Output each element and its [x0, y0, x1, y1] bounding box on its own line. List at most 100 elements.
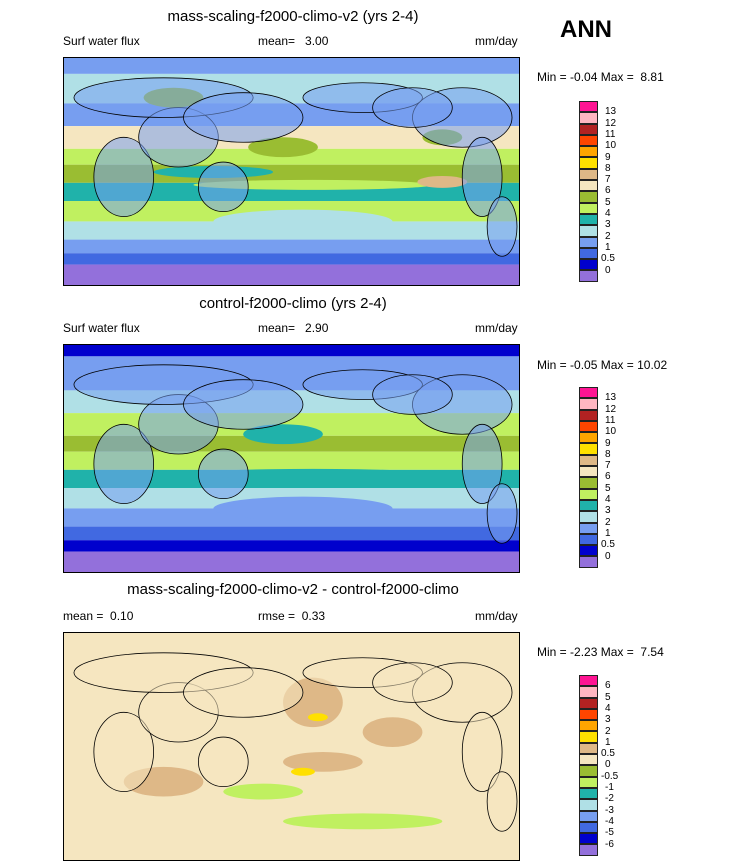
panel-2-colorbar — [579, 387, 598, 568]
colorbar-label: 4 — [605, 494, 611, 505]
continent-outline — [183, 379, 304, 430]
colorbar-label: -6 — [605, 838, 614, 850]
field-band — [64, 264, 519, 285]
field-patch — [283, 813, 443, 830]
colorbar-label: 8 — [605, 448, 611, 460]
continent-outline — [183, 92, 304, 143]
colorbar-label: -2 — [605, 793, 614, 805]
colorbar-label: -0.5 — [601, 770, 619, 782]
continent-outline — [93, 423, 155, 504]
colorbar-label: 12 — [605, 403, 617, 415]
field-patch — [223, 783, 303, 800]
season-label: ANN — [560, 16, 612, 43]
colorbar-swatch — [579, 432, 598, 444]
colorbar-swatch — [579, 180, 598, 192]
continent-outline — [461, 136, 503, 217]
panel-3-minmax: Min = -2.23 Max = 7.54 — [537, 645, 664, 659]
field-band — [64, 551, 519, 572]
field-patch — [248, 137, 318, 158]
field-band — [64, 239, 519, 254]
field-patch — [417, 175, 468, 188]
continent-outline — [93, 136, 155, 217]
continent-outline — [461, 423, 503, 504]
colorbar-label: 0.5 — [601, 539, 615, 551]
colorbar-swatch — [579, 168, 598, 181]
colorbar-label: 11 — [605, 128, 616, 140]
colorbar-label: -5 — [605, 827, 614, 839]
colorbar-label: 10 — [605, 140, 617, 152]
colorbar-swatch — [579, 191, 598, 203]
continent-outline — [486, 483, 518, 544]
colorbar-label: 3 — [605, 714, 611, 726]
field-patch — [291, 767, 315, 776]
colorbar-swatch — [579, 522, 598, 534]
colorbar-swatch — [579, 443, 598, 455]
colorbar-swatch — [579, 387, 598, 399]
continent-outline — [486, 196, 518, 257]
colorbar-swatch — [579, 398, 598, 410]
panel-2-map — [63, 344, 520, 573]
colorbar-swatch — [579, 754, 598, 766]
field-patch — [283, 751, 363, 772]
mean-value: 3.00 — [305, 34, 329, 48]
colorbar-label: 0 — [605, 550, 611, 562]
colorbar-swatch — [579, 499, 598, 512]
field-patch — [362, 717, 423, 747]
panel-1-variable: Surf water flux — [63, 34, 140, 48]
panel-2-minmax: Min = -0.05 Max = 10.02 — [537, 358, 668, 372]
colorbar-swatch — [579, 675, 598, 687]
mean-value: 2.90 — [305, 321, 329, 335]
colorbar-swatch — [579, 511, 598, 523]
colorbar-swatch — [579, 697, 598, 709]
colorbar-label: 3 — [605, 505, 611, 517]
colorbar-swatch — [579, 134, 598, 147]
continent-outline — [372, 87, 453, 128]
colorbar-label: 2 — [605, 230, 611, 242]
colorbar-swatch — [579, 810, 598, 822]
continent-outline — [198, 448, 249, 500]
colorbar-swatch — [579, 742, 598, 755]
colorbar-swatch — [579, 454, 598, 467]
colorbar-label: -1 — [605, 782, 614, 793]
colorbar-label: 4 — [605, 702, 611, 714]
colorbar-label: 6 — [605, 471, 611, 483]
colorbar-label: 4 — [605, 208, 611, 219]
field-patch — [193, 179, 433, 190]
colorbar-swatch — [579, 112, 598, 124]
colorbar-swatch — [579, 236, 598, 248]
colorbar-swatch — [579, 545, 598, 557]
colorbar-label: 6 — [605, 680, 611, 692]
colorbar-swatch — [579, 776, 598, 788]
colorbar-label: 2 — [605, 516, 611, 528]
colorbar-swatch — [579, 720, 598, 732]
panel-3-rmse: rmse = 0.33 — [258, 609, 326, 623]
colorbar-swatch — [579, 686, 598, 698]
colorbar-label: 1 — [605, 241, 611, 253]
colorbar-swatch — [579, 488, 598, 500]
colorbar-label: -3 — [605, 804, 614, 816]
colorbar-swatch — [579, 708, 598, 721]
colorbar-swatch — [579, 270, 598, 282]
colorbar-swatch — [579, 466, 598, 478]
colorbar-swatch — [579, 213, 598, 226]
continent-outline — [198, 161, 249, 213]
colorbar-label: 12 — [605, 117, 617, 129]
panel-2-title: control-f2000-climo (yrs 2-4) — [199, 295, 387, 312]
colorbar-label: 0.5 — [601, 748, 615, 760]
continent-outline — [183, 667, 304, 718]
field-patch — [243, 424, 323, 445]
continent-outline — [461, 711, 503, 792]
colorbar-swatch — [579, 833, 598, 845]
colorbar-swatch — [579, 731, 598, 743]
continent-outline — [372, 374, 453, 415]
colorbar-label: 2 — [605, 725, 611, 737]
colorbar-label: 6 — [605, 185, 611, 197]
panel-2-mean: mean= 2.90 — [258, 321, 328, 335]
panel-2-variable: Surf water flux — [63, 321, 140, 335]
panel-3-units: mm/day — [475, 609, 518, 623]
colorbar-swatch — [579, 420, 598, 433]
field-band — [64, 540, 519, 552]
panel-1-colorbar — [579, 101, 598, 282]
colorbar-label: 1 — [605, 736, 611, 748]
field-band — [64, 58, 519, 74]
